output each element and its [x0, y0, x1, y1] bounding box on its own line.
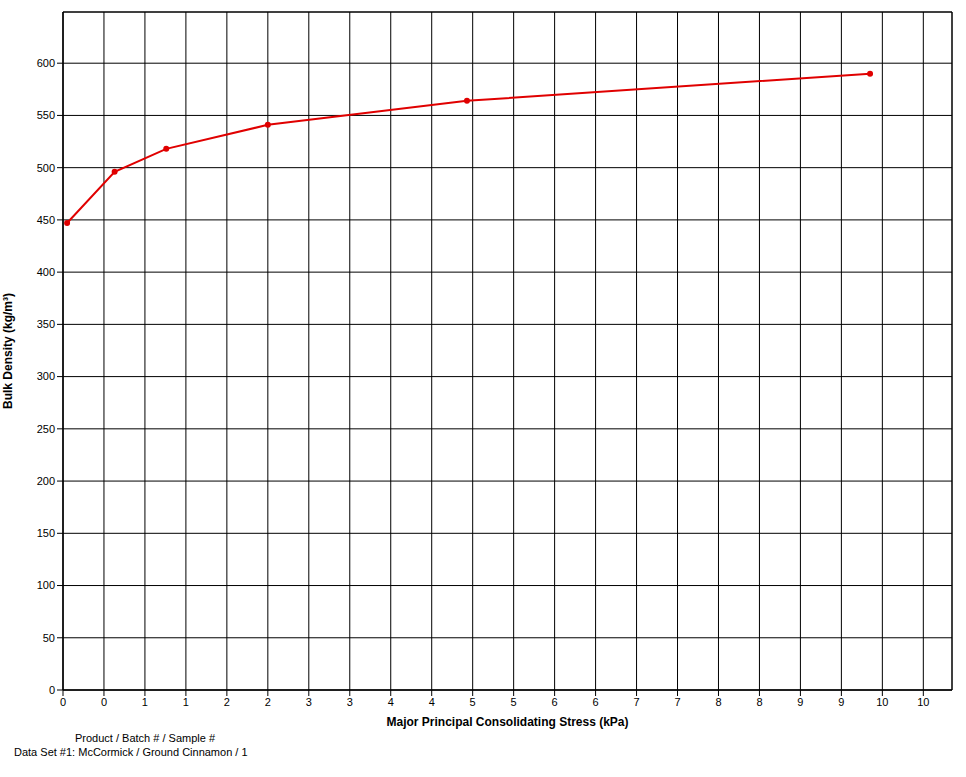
- svg-text:5: 5: [511, 696, 517, 708]
- svg-text:200: 200: [37, 475, 55, 487]
- svg-text:7: 7: [674, 696, 680, 708]
- svg-text:9: 9: [797, 696, 803, 708]
- svg-text:Major Principal Consolidating: Major Principal Consolidating Stress (kP…: [386, 715, 628, 729]
- svg-text:550: 550: [37, 109, 55, 121]
- svg-text:450: 450: [37, 214, 55, 226]
- svg-text:250: 250: [37, 423, 55, 435]
- svg-text:600: 600: [37, 57, 55, 69]
- svg-text:150: 150: [37, 527, 55, 539]
- svg-text:300: 300: [37, 370, 55, 382]
- svg-text:50: 50: [43, 632, 55, 644]
- svg-text:2: 2: [224, 696, 230, 708]
- html-text:Data Set #1: McCormick / Groun: Data Set #1: McCormick / Ground Cinnamon…: [14, 746, 248, 758]
- svg-text:6: 6: [552, 696, 558, 708]
- svg-text:4: 4: [388, 696, 394, 708]
- svg-text:5: 5: [470, 696, 476, 708]
- svg-text:500: 500: [37, 162, 55, 174]
- svg-text:8: 8: [715, 696, 721, 708]
- svg-text:1: 1: [183, 696, 189, 708]
- svg-text:Bulk Density (kg/m³): Bulk Density (kg/m³): [8, 293, 15, 409]
- svg-text:10: 10: [876, 696, 888, 708]
- svg-text:0: 0: [49, 684, 55, 696]
- svg-text:0: 0: [60, 696, 66, 708]
- svg-text:2: 2: [265, 696, 271, 708]
- svg-text:1: 1: [142, 696, 148, 708]
- svg-text:3: 3: [306, 696, 312, 708]
- svg-text:10: 10: [917, 696, 929, 708]
- svg-text:0: 0: [101, 696, 107, 708]
- svg-text:100: 100: [37, 579, 55, 591]
- html-text:Product / Batch # / Sample #: Product / Batch # / Sample #: [75, 732, 215, 744]
- svg-text:9: 9: [838, 696, 844, 708]
- svg-text:8: 8: [756, 696, 762, 708]
- svg-text:3: 3: [347, 696, 353, 708]
- svg-text:7: 7: [633, 696, 639, 708]
- svg-text:350: 350: [37, 318, 55, 330]
- svg-text:6: 6: [593, 696, 599, 708]
- svg-text:400: 400: [37, 266, 55, 278]
- svg-text:4: 4: [429, 696, 435, 708]
